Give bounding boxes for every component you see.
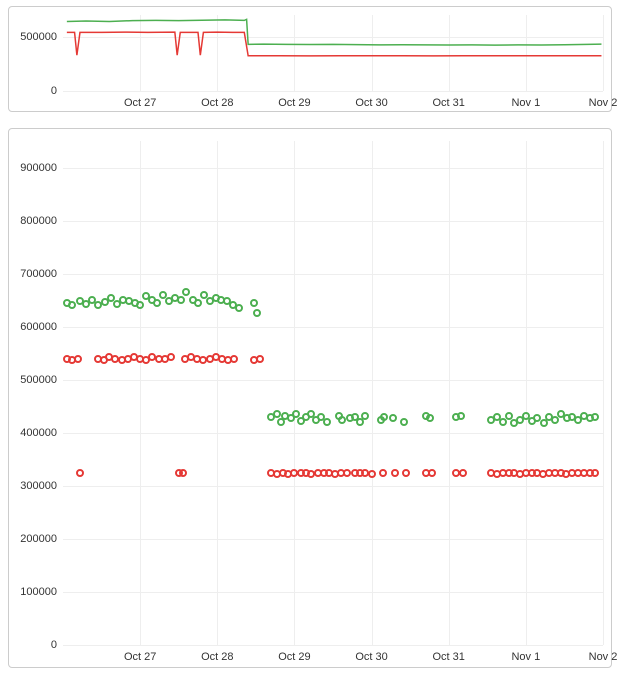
scatter-point-green (253, 309, 261, 317)
x-axis-tick-label: Oct 27 (124, 91, 156, 109)
x-axis-tick-label: Oct 30 (355, 645, 387, 663)
gridline-horizontal (63, 327, 603, 328)
x-axis-tick-label: Nov 2 (589, 645, 618, 663)
scatter-point-green (235, 304, 243, 312)
y-axis-tick-label: 200000 (20, 533, 63, 545)
gridline-vertical (140, 141, 141, 645)
y-axis-tick-label: 300000 (20, 480, 63, 492)
x-axis-tick-label: Oct 28 (201, 91, 233, 109)
scatter-point-green (182, 288, 190, 296)
x-axis-tick-label: Oct 31 (433, 91, 465, 109)
scatter-point-red (167, 353, 175, 361)
gridline-horizontal (63, 433, 603, 434)
gridline-vertical (294, 141, 295, 645)
scatter-point-green (591, 413, 599, 421)
top-line-chart-panel: 0 500000 Oct 27 Oct 28 Oct 29 Oct 30 Oct 31 Nov… (8, 6, 612, 112)
scatter-point-red (230, 355, 238, 363)
scatter-point-red (428, 469, 436, 477)
scatter-point-red (179, 469, 187, 477)
bottom-scatter-chart-plot-area: 0100000200000300000400000500000600000700… (63, 141, 603, 645)
x-axis-tick-label: Nov 1 (511, 91, 540, 109)
gridline-vertical (217, 141, 218, 645)
top-line-chart-plot-area: 0500000Oct 27Oct 28Oct 29Oct 30Oct 31Nov… (63, 15, 603, 91)
scatter-point-red (379, 469, 387, 477)
gridline-vertical (449, 141, 450, 645)
y-axis-tick-label: 500000 (20, 31, 63, 43)
scatter-point-red (459, 469, 467, 477)
x-axis-tick-label: Oct 29 (278, 645, 310, 663)
scatter-point-green (400, 418, 408, 426)
gridline-horizontal (63, 380, 603, 381)
gridline-vertical (603, 15, 604, 91)
scatter-point-green (380, 413, 388, 421)
y-axis-tick-label: 600000 (20, 321, 63, 333)
scatter-point-green (457, 412, 465, 420)
scatter-point-green (194, 299, 202, 307)
scatter-point-green (361, 412, 369, 420)
x-axis-tick-label: Oct 27 (124, 645, 156, 663)
top-line-plot-svg (63, 15, 603, 91)
scatter-point-red (74, 355, 82, 363)
scatter-point-red (256, 355, 264, 363)
y-axis-tick-label: 0 (51, 85, 63, 97)
scatter-point-red (591, 469, 599, 477)
scatter-point-green (136, 301, 144, 309)
x-axis-tick-label: Nov 1 (511, 645, 540, 663)
gridline-horizontal (63, 274, 603, 275)
gridline-vertical (372, 141, 373, 645)
scatter-point-green (153, 299, 161, 307)
y-axis-tick-label: 800000 (20, 215, 63, 227)
gridline-horizontal (63, 486, 603, 487)
gridline-horizontal (63, 539, 603, 540)
y-axis-tick-label: 0 (51, 639, 63, 651)
x-axis-tick-label: Nov 2 (589, 91, 618, 109)
gridline-horizontal (63, 592, 603, 593)
scatter-point-green (177, 296, 185, 304)
scatter-point-green (426, 414, 434, 422)
scatter-point-green (499, 418, 507, 426)
x-axis-tick-label: Oct 30 (355, 91, 387, 109)
y-axis-tick-label: 900000 (20, 162, 63, 174)
gridline-vertical (603, 141, 604, 645)
gridline-horizontal (63, 168, 603, 169)
scatter-point-red (391, 469, 399, 477)
scatter-point-red (368, 470, 376, 478)
y-axis-tick-label: 500000 (20, 374, 63, 386)
scatter-point-red (76, 469, 84, 477)
scatter-point-green (68, 301, 76, 309)
scatter-point-green (389, 414, 397, 422)
scatter-point-green (323, 418, 331, 426)
x-axis-tick-label: Oct 29 (278, 91, 310, 109)
bottom-scatter-chart-panel: 0 100000 200000 300000 400000 500000 600000 700… (8, 128, 612, 668)
scatter-point-red (402, 469, 410, 477)
y-axis-tick-label: 100000 (20, 586, 63, 598)
y-axis-tick-label: 400000 (20, 427, 63, 439)
gridline-vertical (526, 141, 527, 645)
x-axis-tick-label: Oct 31 (433, 645, 465, 663)
gridline-horizontal (63, 221, 603, 222)
scatter-point-green (250, 299, 258, 307)
y-axis-tick-label: 700000 (20, 268, 63, 280)
x-axis-tick-label: Oct 28 (201, 645, 233, 663)
